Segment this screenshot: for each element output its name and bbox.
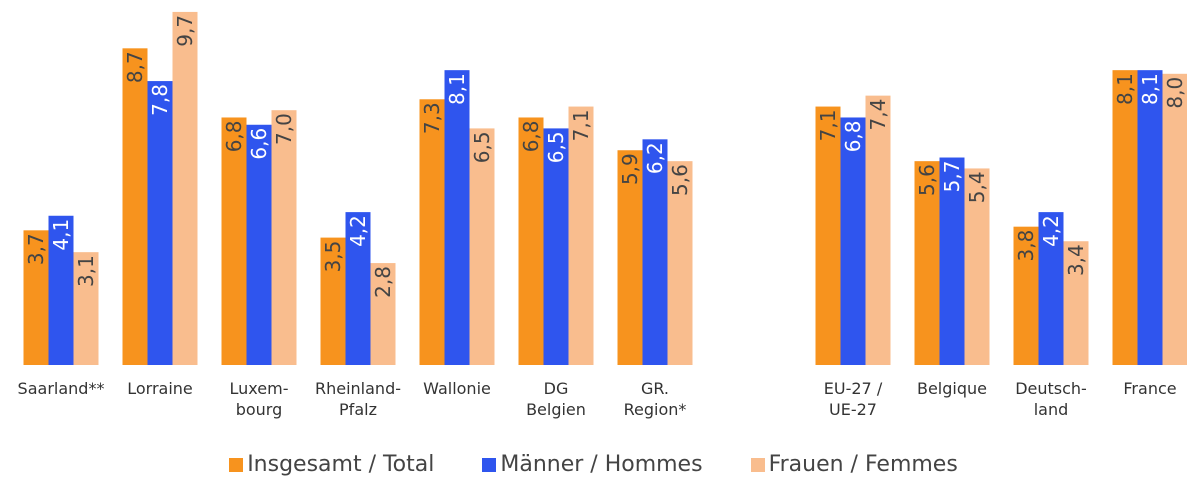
value-label: 6,2 <box>643 142 667 174</box>
value-label: 8,1 <box>1113 73 1137 105</box>
value-label: 8,1 <box>445 73 469 105</box>
legend-swatch <box>482 457 497 472</box>
bar <box>1112 70 1138 365</box>
value-label: 9,7 <box>173 15 197 47</box>
plot-area: 3,7 4,13,18,77,89,76,8 6,6 7,03,54,22,87,38… <box>23 11 1187 366</box>
bar <box>172 11 198 365</box>
bar <box>642 139 668 365</box>
value-label: 6,8 <box>841 120 865 152</box>
value-label: 2,8 <box>371 266 395 298</box>
legend-swatch <box>750 457 765 472</box>
bar <box>1013 226 1039 365</box>
value-label: 6,6 <box>247 128 271 160</box>
bar <box>320 237 346 365</box>
value-label: 6,5 <box>470 131 494 163</box>
bar <box>370 263 396 365</box>
value-label: 7,0 <box>272 113 296 145</box>
bar <box>667 161 693 365</box>
value-label: 7,1 <box>816 110 840 142</box>
bar <box>122 48 148 365</box>
value-label: 8,0 <box>1163 77 1187 109</box>
bar <box>939 157 965 365</box>
bar <box>469 128 495 365</box>
value-label: 6,8 <box>519 120 543 152</box>
bar <box>221 117 247 365</box>
x-tick-label: Deutsch- land <box>1015 379 1087 419</box>
bar <box>444 70 470 365</box>
value-label: 8,7 <box>123 51 147 83</box>
x-tick-label: Belgique <box>916 379 987 398</box>
legend-label: Insgesamt / Total <box>247 452 435 477</box>
bar <box>1038 212 1064 365</box>
value-label: 4,2 <box>1039 215 1063 247</box>
x-tick-label: Luxem- bourg <box>229 379 289 419</box>
value-label: 5,9 <box>618 153 642 185</box>
value-label: 7,4 <box>866 99 890 131</box>
bar <box>73 252 99 365</box>
x-tick-label: Wallonie <box>423 379 491 398</box>
x-tick-label: France <box>1123 379 1177 398</box>
bar <box>419 99 445 365</box>
x-tick-label: GR. Region* <box>623 379 687 419</box>
bar <box>964 168 990 365</box>
bar <box>271 110 297 365</box>
value-label: 7,1 <box>569 110 593 142</box>
bar <box>815 106 841 365</box>
bar <box>48 215 74 365</box>
bar <box>840 117 866 365</box>
value-label: 6,5 <box>544 131 568 163</box>
bar <box>865 95 891 365</box>
legend-label: Frauen / Femmes <box>768 452 958 477</box>
bar <box>914 161 940 365</box>
bar <box>1137 70 1163 365</box>
bar <box>147 81 173 365</box>
bar <box>568 106 594 365</box>
bar <box>1162 73 1187 366</box>
legend-label: Männer / Hommes <box>500 452 703 477</box>
x-tick-label: DG Belgien <box>526 379 586 419</box>
bar <box>246 124 272 365</box>
value-label: 3,5 <box>321 241 345 273</box>
x-tick-label: Rheinland- Pfalz <box>314 379 401 419</box>
x-tick-label: EU-27 / UE-27 <box>823 379 883 419</box>
value-label: 8,1 <box>1138 73 1162 105</box>
bar <box>543 128 569 365</box>
x-tick-label: Saarland** <box>17 379 105 398</box>
value-label: 3,7 <box>24 233 48 265</box>
value-label: 4,1 <box>49 219 73 251</box>
value-label: 7,8 <box>148 84 172 116</box>
value-label: 5,6 <box>668 164 692 196</box>
value-label: 6,8 <box>222 120 246 152</box>
bar <box>518 117 544 365</box>
bar <box>617 150 643 365</box>
value-label: 5,6 <box>915 164 939 196</box>
bar <box>23 230 49 365</box>
x-tick-label: Lorraine <box>127 379 193 398</box>
value-label: 3,1 <box>74 255 98 287</box>
value-label: 5,4 <box>965 171 989 203</box>
legend-item: Frauen / Femmes <box>750 452 958 477</box>
value-label: 4,2 <box>346 215 370 247</box>
legend-swatch <box>229 457 244 472</box>
legend: Insgesamt / Total Männer / Hommes Frauen /… <box>0 452 1187 477</box>
bar <box>345 212 371 365</box>
value-label: 5,7 <box>940 161 964 193</box>
value-label: 3,8 <box>1014 230 1038 262</box>
value-label: 7,3 <box>420 102 444 134</box>
value-label: 3,4 <box>1064 244 1088 276</box>
legend-item: Insgesamt / Total <box>229 452 434 477</box>
bar <box>1063 241 1089 365</box>
legend-item: Männer / Hommes <box>482 452 703 477</box>
